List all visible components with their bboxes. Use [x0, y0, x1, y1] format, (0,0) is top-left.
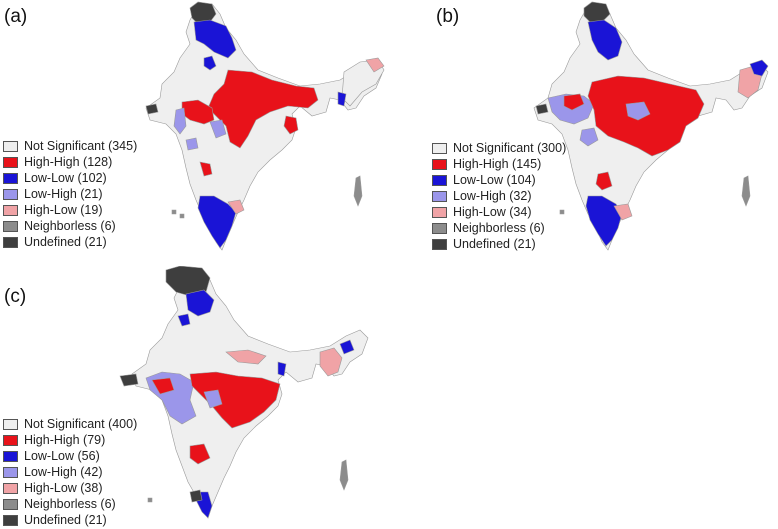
high-low-region-south: [613, 203, 633, 221]
high-low-region-south: [227, 199, 245, 215]
low-high-region-central: [203, 389, 223, 409]
legend-item: High-High (145): [432, 156, 566, 172]
swatch-low-high: [3, 188, 18, 200]
island-group: [353, 175, 363, 207]
low-low-region-northwest: [177, 313, 191, 327]
swatch-high-low: [3, 482, 18, 494]
swatch-low-low: [3, 450, 18, 462]
swatch-undefined: [432, 238, 447, 250]
panel-b: (b) Not Significant (300) High-High (145…: [388, 0, 778, 260]
high-high-region-south: [595, 171, 613, 191]
undefined-region-north: [189, 1, 217, 25]
low-high-region-south: [185, 137, 199, 151]
legend-item: Low-High (21): [3, 186, 137, 202]
swatch-not-significant: [3, 418, 18, 430]
legend-item: Undefined (21): [3, 512, 137, 528]
legend: Not Significant (400) High-High (79) Low…: [3, 416, 137, 528]
legend: Not Significant (345) High-High (128) Lo…: [3, 138, 137, 250]
legend-item: Undefined (21): [3, 234, 137, 250]
low-high-region-south: [579, 127, 599, 147]
low-high-region-central: [209, 119, 227, 139]
swatch-high-low: [432, 206, 447, 218]
swatch-not-significant: [3, 140, 18, 152]
swatch-undefined: [3, 514, 18, 526]
low-low-region-north: [185, 289, 215, 317]
swatch-high-high: [3, 434, 18, 446]
legend-item: High-Low (19): [3, 202, 137, 218]
swatch-high-high: [432, 158, 447, 170]
island-group: [339, 459, 349, 491]
legend-item: Low-High (42): [3, 464, 137, 480]
swatch-high-high: [3, 156, 18, 168]
legend-item: Not Significant (345): [3, 138, 137, 154]
low-low-region-northeast: [749, 59, 769, 77]
swatch-neighborless: [3, 220, 18, 232]
legend-item: High-High (128): [3, 154, 137, 170]
legend: Not Significant (300) High-High (145) Lo…: [432, 140, 566, 252]
low-high-region-west: [173, 107, 187, 135]
swatch-low-low: [3, 172, 18, 184]
legend-item: High-Low (34): [432, 204, 566, 220]
swatch-low-high: [432, 190, 447, 202]
panel-a: (a) Not Significant (345) High-High (128: [0, 0, 390, 260]
low-low-region-north: [193, 19, 237, 59]
low-low-region-northwest: [203, 55, 217, 71]
undefined-region-west: [119, 373, 139, 387]
swatch-undefined: [3, 236, 18, 248]
legend-item: Low-High (32): [432, 188, 566, 204]
high-high-region-central: [189, 371, 281, 429]
low-low-region-north: [587, 19, 623, 61]
panel-label: (c): [4, 286, 27, 307]
legend-item: Low-Low (56): [3, 448, 137, 464]
legend-item: Not Significant (300): [432, 140, 566, 156]
swatch-neighborless: [3, 498, 18, 510]
high-high-region-west: [151, 377, 175, 395]
legend-item: Low-Low (102): [3, 170, 137, 186]
low-low-region-east: [337, 91, 347, 107]
small-islands: [147, 497, 153, 503]
high-low-region-central-north: [225, 349, 267, 365]
legend-item: High-High (79): [3, 432, 137, 448]
swatch-low-high: [3, 466, 18, 478]
high-low-region-northeast: [319, 347, 343, 377]
legend-item: Neighborless (6): [3, 496, 137, 512]
undefined-region-north: [583, 1, 611, 23]
low-high-region-central: [625, 101, 651, 121]
legend-item: High-Low (38): [3, 480, 137, 496]
india-lisa-cluster-map: [533, 1, 769, 251]
panel-label: (b): [436, 6, 460, 27]
high-high-region-south: [199, 161, 213, 177]
high-high-region-east: [283, 115, 299, 135]
panel-c: (c) Not Significant (400) High-High (79)…: [0, 266, 390, 529]
legend-item: Not Significant (400): [3, 416, 137, 432]
india-lisa-cluster-map: [119, 266, 369, 519]
high-low-region-northeast: [365, 57, 385, 73]
legend-item: Low-Low (104): [432, 172, 566, 188]
small-islands: [171, 209, 185, 219]
swatch-low-low: [432, 174, 447, 186]
panel-label: (a): [4, 6, 28, 27]
undefined-region-west: [145, 103, 159, 115]
undefined-region-south: [189, 489, 203, 503]
low-low-region-east: [277, 361, 287, 377]
legend-item: Neighborless (6): [3, 218, 137, 234]
low-low-region-northeast: [339, 339, 355, 355]
high-high-region-west: [563, 93, 585, 111]
island-group: [741, 175, 751, 207]
swatch-neighborless: [432, 222, 447, 234]
swatch-high-low: [3, 204, 18, 216]
legend-item: Neighborless (6): [432, 220, 566, 236]
high-high-region-south: [189, 443, 211, 465]
undefined-region-west: [535, 103, 549, 115]
small-islands: [559, 209, 565, 215]
low-low-region-south: [197, 195, 237, 249]
legend-item: Undefined (21): [432, 236, 566, 252]
low-low-region-south: [585, 195, 623, 247]
swatch-not-significant: [432, 142, 447, 154]
india-lisa-cluster-map: [145, 1, 385, 251]
